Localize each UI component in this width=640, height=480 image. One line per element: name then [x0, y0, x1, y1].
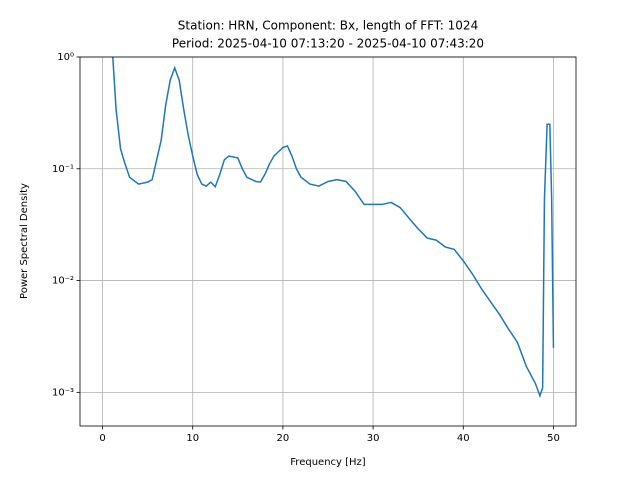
x-tick-label: 30 — [367, 433, 380, 444]
x-tick-label: 20 — [277, 433, 290, 444]
x-tick-label: 10 — [186, 433, 199, 444]
x-axis-label: Frequency [Hz] — [290, 457, 366, 468]
y-tick-label: 10⁻¹ — [52, 164, 74, 175]
plot-frame — [79, 56, 577, 427]
y-tick-label: 10⁰ — [57, 52, 74, 63]
chart-title: Station: HRN, Component: Bx, length of F… — [178, 19, 478, 33]
x-tick-label: 50 — [547, 433, 560, 444]
y-tick-label: 10⁻³ — [52, 387, 74, 398]
x-tick-label: 0 — [99, 433, 105, 444]
data-line — [112, 57, 555, 399]
y-tick-label: 10⁻² — [52, 276, 74, 287]
x-tick-label: 40 — [457, 433, 470, 444]
chart-subtitle: Period: 2025-04-10 07:13:20 - 2025-04-10… — [172, 37, 484, 51]
y-axis-label: Power Spectral Density — [19, 183, 30, 299]
